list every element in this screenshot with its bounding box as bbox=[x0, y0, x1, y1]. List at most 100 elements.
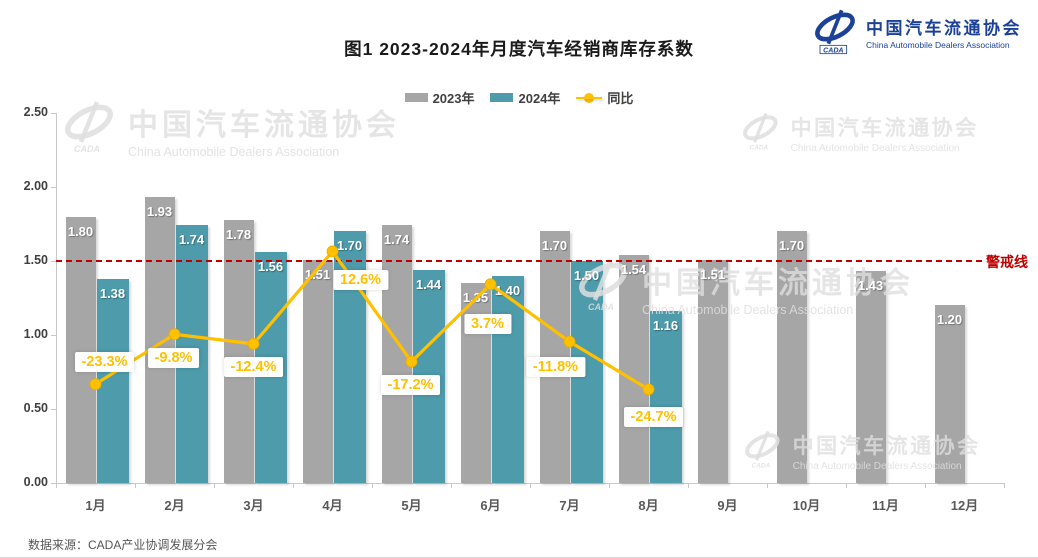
legend-label-yoy: 同比 bbox=[607, 91, 634, 106]
watermark-logo-icon: CADA bbox=[65, 101, 113, 154]
x-axis-tick bbox=[293, 483, 294, 488]
bar-value-2023-9月: 1.51 bbox=[699, 266, 726, 282]
chart-title: 图1 2023-2024年月度汽车经销商库存系数 bbox=[344, 39, 694, 59]
bar-2023-5月 bbox=[381, 225, 412, 483]
x-axis-tick bbox=[214, 483, 215, 488]
x-axis-tick bbox=[767, 483, 768, 488]
x-axis-tick bbox=[925, 483, 926, 488]
bar-value-2023-8月: 1.54 bbox=[620, 262, 647, 278]
y-axis-tick bbox=[51, 335, 56, 336]
legend-line-marker-icon bbox=[576, 92, 603, 103]
legend-label-2023: 2023年 bbox=[432, 91, 475, 106]
bar-2023-10月 bbox=[776, 231, 807, 483]
x-axis-tick bbox=[846, 483, 847, 488]
y-axis-line bbox=[56, 113, 57, 483]
x-axis-tick bbox=[135, 483, 136, 488]
legend-swatch-2023 bbox=[404, 93, 428, 102]
svg-text:CADA: CADA bbox=[74, 144, 100, 154]
bar-2023-9月 bbox=[697, 259, 728, 483]
bar-2023-12月 bbox=[934, 305, 965, 483]
x-axis-tick bbox=[372, 483, 373, 488]
bar-2024-8月 bbox=[649, 311, 682, 483]
x-axis-label-5月: 5月 bbox=[401, 498, 422, 513]
bar-2024-6月 bbox=[491, 275, 524, 483]
x-axis-tick bbox=[56, 483, 57, 488]
x-axis-tick bbox=[451, 483, 452, 488]
bar-2023-2月 bbox=[144, 197, 175, 483]
watermark: CADA 中国汽车流通协会 China Automobile Dealers Ass… bbox=[738, 112, 979, 154]
bar-2024-1月 bbox=[96, 278, 129, 483]
x-axis-label-12月: 12月 bbox=[950, 498, 979, 513]
bar-value-2023-1月: 1.80 bbox=[67, 223, 94, 239]
y-axis-tick bbox=[51, 409, 56, 410]
y-axis-tick bbox=[51, 483, 56, 484]
y-axis-tick-label: 1.00 bbox=[23, 327, 48, 341]
bar-value-2024-6月: 1.40 bbox=[494, 282, 521, 298]
y-axis-tick bbox=[51, 187, 56, 188]
bar-2023-4月 bbox=[302, 259, 333, 483]
bar-2023-11月 bbox=[855, 271, 886, 483]
svg-text:CADA: CADA bbox=[823, 46, 843, 54]
bar-value-2024-3月: 1.56 bbox=[257, 259, 284, 275]
watermark-text-en: China Automobile Dealers Association bbox=[128, 145, 340, 159]
bar-value-2024-4月: 1.70 bbox=[336, 238, 363, 254]
x-axis-tick bbox=[609, 483, 610, 488]
x-axis-label-6月: 6月 bbox=[480, 498, 501, 513]
yoy-label-1月: -23.3% bbox=[74, 352, 135, 373]
bar-value-2023-10月: 1.70 bbox=[778, 238, 805, 254]
x-axis-label-7月: 7月 bbox=[559, 498, 580, 513]
svg-text:CADA: CADA bbox=[750, 144, 769, 151]
cada-logo: CADA 中国汽车流通协会 China Automobile Dealers A… bbox=[810, 8, 1022, 56]
y-axis-tick-label: 2.50 bbox=[23, 105, 48, 119]
legend-item-2024: 2024年 bbox=[490, 88, 560, 107]
yoy-label-3月: -12.4% bbox=[223, 356, 284, 377]
logo-org-name-en: China Automobile Dealers Association bbox=[866, 40, 1010, 50]
bar-value-2023-4月: 1.51 bbox=[304, 266, 331, 282]
bar-value-2024-7月: 1.50 bbox=[573, 268, 600, 283]
y-axis-tick-label: 0.50 bbox=[23, 401, 48, 415]
watermark-logo-icon: CADA bbox=[743, 112, 778, 151]
bar-value-2023-5月: 1.74 bbox=[383, 232, 410, 248]
yoy-label-5月: -17.2% bbox=[380, 374, 441, 395]
x-axis-tick bbox=[1004, 483, 1005, 488]
bar-value-2023-11月: 1.43 bbox=[857, 278, 884, 294]
bar-value-2023-3月: 1.78 bbox=[225, 226, 252, 242]
x-axis-label-2月: 2月 bbox=[164, 498, 185, 513]
bar-value-2023-2月: 1.93 bbox=[146, 204, 173, 220]
bar-value-2024-2月: 1.74 bbox=[178, 232, 205, 248]
yoy-label-8月: -24.7% bbox=[623, 407, 684, 428]
data-source-note: 数据来源：CADA产业协调发展分会 bbox=[28, 538, 218, 552]
watermark: CADA 中国汽车流通协会 China Automobile Dealers Ass… bbox=[58, 100, 400, 159]
x-axis-label-11月: 11月 bbox=[872, 498, 899, 513]
bar-2024-4月 bbox=[333, 231, 366, 483]
x-axis-label-9月: 9月 bbox=[717, 498, 738, 513]
y-axis-tick-label: 1.50 bbox=[23, 253, 48, 267]
yoy-label-6月: 3.7% bbox=[463, 314, 512, 335]
bar-2023-6月 bbox=[460, 283, 491, 483]
bar-value-2024-1月: 1.38 bbox=[99, 285, 126, 301]
y-axis-tick-label: 0.00 bbox=[23, 475, 48, 489]
x-axis-label-3月: 3月 bbox=[243, 498, 264, 513]
logo-org-name: 中国汽车流通协会 bbox=[866, 19, 1022, 38]
warning-line-label: 警戒线 bbox=[986, 254, 1028, 270]
x-axis-tick bbox=[530, 483, 531, 488]
x-axis-tick bbox=[688, 483, 689, 488]
x-axis-label-10月: 10月 bbox=[792, 498, 821, 513]
yoy-label-4月: 12.6% bbox=[332, 270, 389, 291]
legend-swatch-2024 bbox=[490, 93, 514, 102]
bar-value-2023-7月: 1.70 bbox=[541, 238, 568, 254]
legend-item-yoy: 同比 bbox=[576, 88, 633, 107]
bar-2023-8月 bbox=[618, 255, 649, 483]
watermark-text-en: China Automobile Dealers Association bbox=[790, 143, 960, 154]
bar-value-2024-8月: 1.16 bbox=[652, 318, 679, 334]
y-axis-tick bbox=[51, 261, 56, 262]
y-axis-tick-label: 2.00 bbox=[23, 179, 48, 193]
bar-2023-1月 bbox=[65, 216, 96, 483]
x-axis-label-8月: 8月 bbox=[638, 498, 659, 513]
x-axis-label-1月: 1月 bbox=[85, 498, 106, 513]
bar-value-2024-5月: 1.44 bbox=[415, 276, 442, 292]
legend-item-2023: 2023年 bbox=[404, 88, 475, 107]
yoy-label-2月: -9.8% bbox=[147, 348, 200, 369]
legend-label-2024: 2024年 bbox=[518, 91, 561, 106]
